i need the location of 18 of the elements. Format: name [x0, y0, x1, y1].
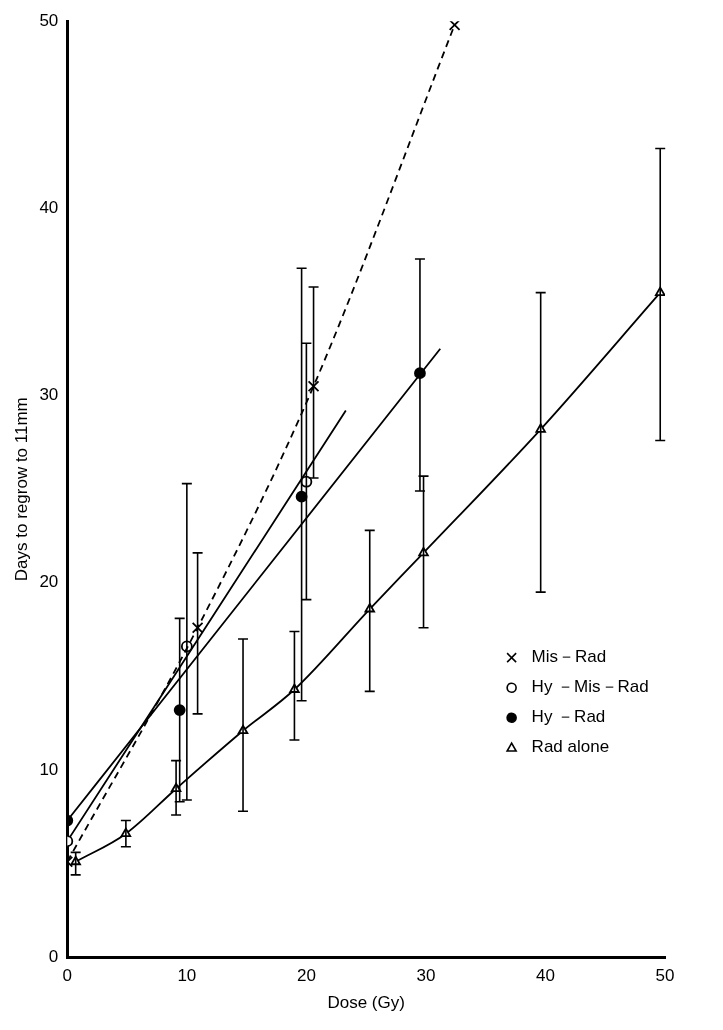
x-tick-label: 0	[62, 966, 73, 986]
y-tick-label: 10	[39, 759, 59, 779]
y-tick-label: 30	[39, 385, 59, 405]
y-tick-label: 50	[39, 10, 59, 30]
x-axis-title: Dose (Gy)	[327, 993, 405, 1013]
x-tick-label: 50	[655, 966, 675, 986]
legend-label: Hy －Rad	[531, 707, 606, 727]
legend-label: Rad alone	[531, 737, 610, 757]
y-axis-title: Days to regrow to 11mm	[11, 397, 31, 582]
y-tick-label: 40	[39, 198, 59, 218]
legend-label: Mis－Rad	[531, 647, 607, 667]
x-tick-label: 10	[177, 966, 197, 986]
y-tick-label: 20	[39, 572, 59, 592]
x-tick-label: 40	[536, 966, 555, 986]
legend-label: Hy －Mis－Rad	[531, 677, 649, 697]
x-tick-label: 30	[416, 966, 436, 986]
x-tick-label: 20	[296, 966, 316, 986]
y-tick-label: 0	[48, 946, 59, 966]
